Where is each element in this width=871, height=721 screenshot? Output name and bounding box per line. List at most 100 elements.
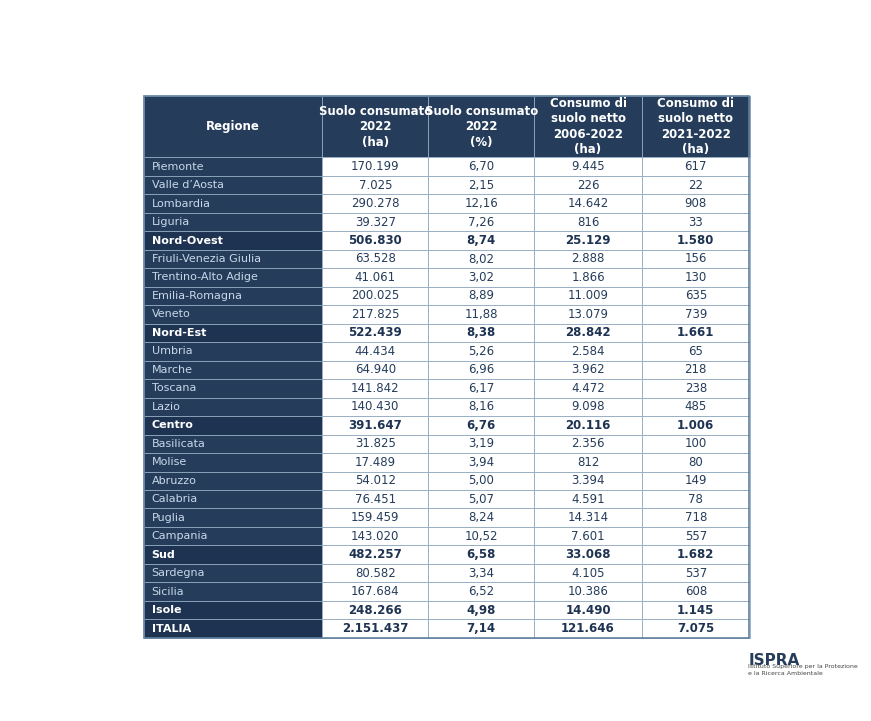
Bar <box>429 490 534 508</box>
Text: 170.199: 170.199 <box>351 160 400 173</box>
Bar <box>322 397 429 416</box>
Text: Veneto: Veneto <box>152 309 190 319</box>
Bar <box>322 231 429 249</box>
Bar <box>322 287 429 305</box>
Bar <box>534 305 642 324</box>
Bar <box>429 453 534 472</box>
Text: 44.434: 44.434 <box>354 345 395 358</box>
Bar <box>534 601 642 619</box>
Text: 812: 812 <box>577 456 599 469</box>
Bar <box>534 287 642 305</box>
Bar <box>642 397 750 416</box>
Bar <box>322 583 429 601</box>
Bar <box>322 453 429 472</box>
Bar <box>144 527 322 546</box>
Bar <box>642 324 750 342</box>
Text: 9.445: 9.445 <box>571 160 604 173</box>
Text: 130: 130 <box>685 271 707 284</box>
Text: 8,38: 8,38 <box>467 327 496 340</box>
Bar <box>642 453 750 472</box>
Bar <box>144 213 322 231</box>
Text: 41.061: 41.061 <box>354 271 395 284</box>
Bar <box>429 324 534 342</box>
Bar <box>642 96 750 157</box>
Text: Suolo consumato
2022
(%): Suolo consumato 2022 (%) <box>424 105 537 149</box>
Bar <box>429 601 534 619</box>
Bar <box>642 583 750 601</box>
Text: 3,94: 3,94 <box>468 456 494 469</box>
Bar <box>429 583 534 601</box>
Bar <box>322 435 429 453</box>
Bar <box>144 583 322 601</box>
Bar <box>429 305 534 324</box>
Text: Nord-Ovest: Nord-Ovest <box>152 236 222 246</box>
Text: Toscana: Toscana <box>152 384 196 394</box>
Text: 217.825: 217.825 <box>351 308 400 321</box>
Text: 522.439: 522.439 <box>348 327 402 340</box>
Bar <box>144 287 322 305</box>
Text: 33.068: 33.068 <box>565 548 611 561</box>
Text: Regione: Regione <box>206 120 260 133</box>
Bar <box>534 508 642 527</box>
Text: 156: 156 <box>685 252 707 265</box>
Text: Suolo consumato
2022
(ha): Suolo consumato 2022 (ha) <box>319 105 432 149</box>
Bar <box>322 176 429 195</box>
Bar <box>642 416 750 435</box>
Text: Istituto Superiore per la Protezione
e la Ricerca Ambientale: Istituto Superiore per la Protezione e l… <box>748 664 858 676</box>
Text: 141.842: 141.842 <box>351 382 400 395</box>
Bar <box>429 435 534 453</box>
Bar <box>642 305 750 324</box>
Bar <box>429 379 534 397</box>
Text: 238: 238 <box>685 382 707 395</box>
Text: 8,24: 8,24 <box>468 511 494 524</box>
Text: Consumo di
suolo netto
2006-2022
(ha): Consumo di suolo netto 2006-2022 (ha) <box>550 97 626 156</box>
Text: 290.278: 290.278 <box>351 197 400 210</box>
Text: 608: 608 <box>685 585 707 598</box>
Bar <box>322 490 429 508</box>
Text: 80.582: 80.582 <box>354 567 395 580</box>
Text: Calabria: Calabria <box>152 494 198 504</box>
Bar <box>429 195 534 213</box>
Bar <box>534 416 642 435</box>
Bar <box>534 619 642 638</box>
Text: 7.025: 7.025 <box>359 179 392 192</box>
Text: ISPRA: ISPRA <box>748 653 800 668</box>
Text: 159.459: 159.459 <box>351 511 400 524</box>
Text: 3,34: 3,34 <box>469 567 494 580</box>
Text: Trentino-Alto Adige: Trentino-Alto Adige <box>152 273 257 283</box>
Text: 9.098: 9.098 <box>571 400 604 413</box>
Bar <box>642 527 750 546</box>
Text: Liguria: Liguria <box>152 217 190 227</box>
Bar <box>429 342 534 360</box>
Bar <box>534 490 642 508</box>
Bar <box>322 305 429 324</box>
Bar <box>642 268 750 287</box>
Bar <box>144 305 322 324</box>
Text: 6,17: 6,17 <box>468 382 495 395</box>
Bar <box>144 96 749 638</box>
Bar <box>534 195 642 213</box>
Bar <box>534 213 642 231</box>
Bar <box>144 360 322 379</box>
Bar <box>642 249 750 268</box>
Text: 908: 908 <box>685 197 707 210</box>
Bar <box>144 96 322 157</box>
Bar <box>642 157 750 176</box>
Bar <box>322 360 429 379</box>
Text: 8,74: 8,74 <box>467 234 496 247</box>
Bar <box>534 564 642 583</box>
Bar <box>322 546 429 564</box>
Bar <box>534 157 642 176</box>
Bar <box>429 157 534 176</box>
Text: 485: 485 <box>685 400 707 413</box>
Text: 1.682: 1.682 <box>677 548 714 561</box>
Bar <box>534 96 642 157</box>
Text: 22: 22 <box>688 179 703 192</box>
Bar <box>144 490 322 508</box>
Text: Nord-Est: Nord-Est <box>152 328 206 338</box>
Bar <box>322 324 429 342</box>
Bar <box>642 472 750 490</box>
Bar <box>322 601 429 619</box>
Bar <box>322 213 429 231</box>
Text: 14.490: 14.490 <box>565 603 611 616</box>
